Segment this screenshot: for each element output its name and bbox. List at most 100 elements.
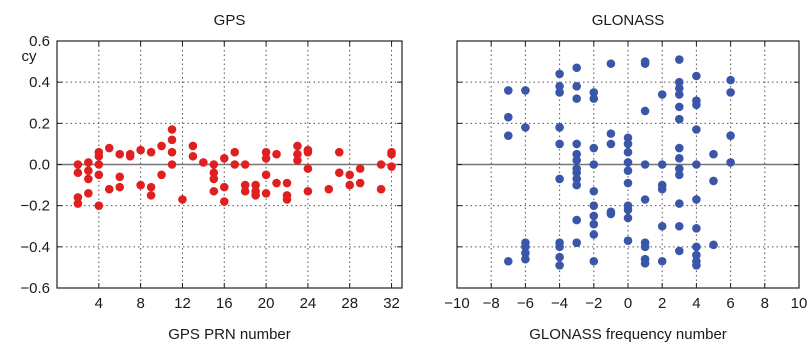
glonass-data-point: [692, 71, 701, 81]
gps-data-point: [251, 180, 260, 190]
gps-data-point: [282, 195, 292, 204]
glonass-data-point: [555, 252, 564, 262]
glonass-data-point: [675, 143, 684, 153]
glonass-data-point: [555, 261, 564, 270]
glonass-data-point: [675, 154, 684, 163]
glonass-data-point: [623, 158, 633, 167]
gps-xtick-label: 28: [341, 295, 358, 312]
glonass-x-axis-label: GLONASS frequency number: [529, 326, 727, 342]
glonass-data-point: [572, 81, 581, 91]
gps-data-point: [84, 158, 93, 167]
gps-data-point: [94, 201, 104, 210]
gps-data-point: [261, 189, 271, 198]
glonass-data-point: [555, 174, 564, 184]
glonass-data-point: [572, 238, 581, 248]
gps-ytick-label: 0.0: [29, 157, 50, 174]
gps-data-point: [324, 184, 334, 194]
glonass-data-point: [675, 221, 684, 231]
gps-data-point: [345, 170, 355, 180]
glonass-data-point: [589, 186, 599, 196]
glonass-data-point: [726, 158, 735, 167]
glonass-data-point: [640, 242, 650, 252]
glonass-data-point: [726, 88, 735, 97]
glonass-data-point: [623, 166, 633, 175]
glonass-chart-title: GLONASS: [592, 12, 665, 29]
glonass-data-point: [623, 139, 633, 149]
glonass-data-point: [521, 242, 530, 252]
glonass-data-point: [504, 131, 513, 140]
glonass-xtick-label: −8: [483, 295, 500, 312]
glonass-data-point: [589, 94, 599, 103]
gps-data-point: [303, 186, 313, 196]
gps-data-point: [188, 151, 198, 161]
glonass-data-point: [555, 242, 564, 252]
gps-data-point: [293, 141, 302, 151]
glonass-data-point: [572, 168, 581, 178]
glonass-data-point: [572, 94, 581, 103]
glonass-data-point: [504, 86, 513, 95]
glonass-data-point: [675, 170, 684, 180]
gps-data-point: [167, 135, 177, 145]
glonass-data-point: [657, 221, 667, 231]
glonass-data-point: [675, 246, 684, 256]
gps-data-point: [209, 168, 219, 178]
gps-data-point: [345, 180, 355, 190]
glonass-data-point: [572, 180, 581, 190]
gps-data-point: [230, 147, 240, 157]
gps-data-point: [146, 182, 156, 192]
glonass-xtick-label: 4: [692, 295, 700, 312]
gps-ytick-label: −0.6: [20, 280, 50, 297]
gps-xtick-label: 24: [300, 295, 317, 312]
gps-y-unit-label: cy: [22, 48, 38, 65]
gps-ytick-label: 0.4: [29, 74, 50, 91]
gps-data-point: [73, 168, 83, 178]
glonass-data-point: [623, 213, 633, 223]
gps-data-point: [272, 178, 281, 188]
glonass-data-point: [572, 215, 581, 225]
glonass-data-point: [606, 209, 616, 219]
gps-data-point: [167, 147, 177, 157]
glonass-data-point: [675, 55, 684, 64]
gps-data-point: [73, 199, 83, 208]
gps-ytick-label: 0.2: [29, 115, 50, 132]
gps-data-point: [240, 180, 250, 190]
gps-data-point: [167, 125, 177, 134]
gps-data-point: [209, 160, 219, 169]
glonass-data-point: [589, 201, 599, 210]
glonass-xtick-label: −6: [517, 295, 534, 312]
gps-data-point: [261, 170, 271, 180]
glonass-data-point: [726, 75, 735, 85]
gps-data-point: [94, 170, 104, 180]
gps-xtick-label: 8: [136, 295, 144, 312]
glonass-data-point: [504, 112, 513, 122]
glonass-data-point: [572, 156, 581, 165]
glonass-data-point: [504, 256, 513, 266]
gps-data-point: [115, 149, 125, 159]
gps-data-point: [84, 174, 93, 184]
gps-data-point: [125, 151, 135, 161]
glonass-data-point: [640, 195, 650, 204]
glonass-xtick-label: −2: [585, 295, 602, 312]
gps-chart-title: GPS: [214, 12, 246, 29]
gps-data-point: [157, 141, 166, 151]
glonass-data-point: [606, 129, 616, 138]
gps-data-point: [303, 164, 313, 173]
glonass-data-point: [726, 131, 735, 140]
gps-xtick-label: 4: [95, 295, 103, 312]
glonass-data-point: [657, 184, 667, 194]
glonass-data-point: [657, 160, 667, 169]
gps-data-point: [376, 184, 386, 194]
gps-data-point: [334, 147, 344, 157]
glonass-panel: −10 −8 −6 −4 −2 0 2 4 6 8 10 GLONASS GLONASS frequen…: [444, 12, 807, 342]
glonass-data-point: [589, 230, 599, 239]
gps-data-point: [261, 154, 271, 163]
gps-data-point: [219, 154, 229, 163]
gps-data-point: [219, 197, 229, 206]
glonass-data-point: [572, 139, 581, 149]
gps-data-point: [136, 145, 145, 155]
gps-data-point: [293, 149, 302, 159]
glonass-xtick-label: −4: [551, 295, 568, 312]
glonass-data-point: [709, 240, 718, 250]
glonass-data-point: [623, 236, 633, 245]
